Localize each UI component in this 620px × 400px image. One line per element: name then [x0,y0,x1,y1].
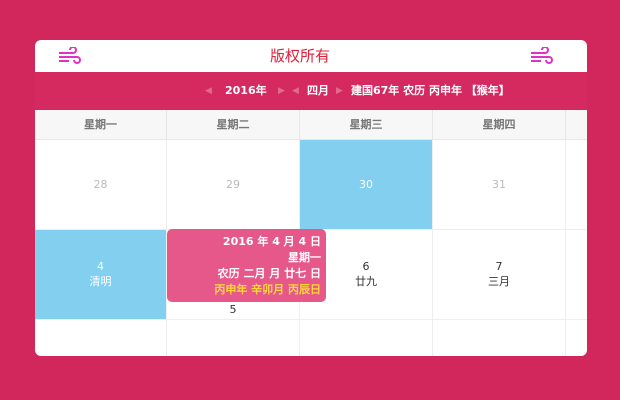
wind-icon [59,47,81,64]
weekday-header: 星期四 [433,110,566,140]
wind-icon [531,47,553,64]
next-year-icon[interactable]: ▶ [278,86,285,96]
next-month-icon[interactable]: ▶ [336,86,343,96]
date-tooltip: 2016 年 4 月 4 日 星期一 农历 二月 月 廿七 日 丙申年 辛卯月 … [167,229,326,302]
day-cell[interactable] [566,320,587,356]
tooltip-date: 2016 年 4 月 4 日 [222,235,321,248]
day-cell[interactable]: 6 廿九 [300,230,433,320]
tooltip-ganzhi: 丙申年 辛卯月 丙辰日 [214,283,321,296]
day-cell[interactable]: 14 [433,320,566,356]
weekday-header: 星期一 [35,110,167,140]
lunar-day: 清明 [89,275,112,288]
day-cell[interactable]: 7 三月 [433,230,566,320]
weekday-header: 星期二 [167,110,300,140]
day-cell[interactable]: 31 [433,140,566,230]
tooltip-weekday: 星期一 [288,251,321,264]
nav-bar: ◀ 2016年 ▶ ◀ 四月 ▶ 建国67年 农历 丙申年 【猴年】 [35,72,587,110]
day-cell[interactable]: 12 [167,320,300,356]
month-label[interactable]: 四月 [307,84,329,97]
day-cell[interactable]: 4 清明 [35,230,167,320]
tooltip-lunar: 农历 二月 月 廿七 日 [217,267,321,280]
lunar-day: 廿九 [355,275,377,288]
day-number: 28 [93,178,108,191]
day-number: 6 [362,260,370,273]
day-cell[interactable] [566,140,587,230]
day-number: 29 [226,178,240,191]
day-number: 4 [97,260,104,273]
day-number: 30 [359,178,373,191]
lunar-day: 三月 [488,275,510,288]
day-cell[interactable]: 28 [35,140,167,230]
weekday-header [566,110,587,140]
calendar: 版权所有 ◀ 2016年 ▶ ◀ 四月 ▶ 建国67年 农历 丙申年 【猴年】 … [35,40,587,356]
year-label[interactable]: 2016年 [225,84,267,97]
day-number: 7 [495,260,503,273]
day-cell[interactable]: 11 [35,320,167,356]
day-cell[interactable]: 30 [300,140,433,230]
day-number: 5 [229,303,237,316]
day-cell[interactable]: 13 [300,320,433,356]
day-cell[interactable]: 29 [167,140,300,230]
lunar-year-info: 建国67年 农历 丙申年 【猴年】 [351,84,510,97]
prev-year-icon[interactable]: ◀ [205,86,212,96]
day-cell[interactable] [566,230,587,320]
prev-month-icon[interactable]: ◀ [292,86,299,96]
page-title: 版权所有 [269,47,330,65]
weekday-header: 星期三 [300,110,433,140]
day-number: 31 [492,178,506,191]
